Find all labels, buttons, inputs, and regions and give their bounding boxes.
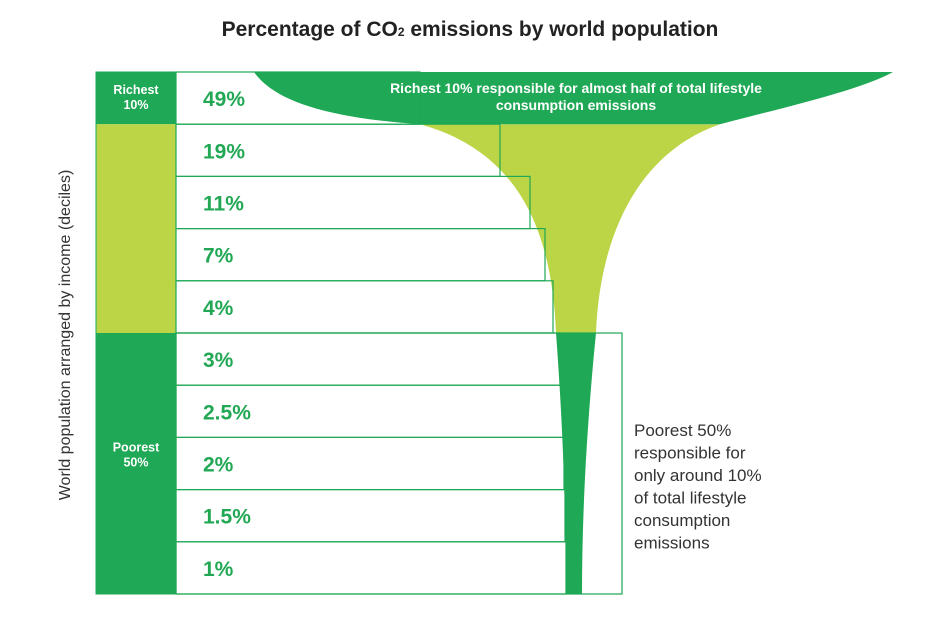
richest-group-label: Richest 10% xyxy=(113,83,159,112)
richest-group-block xyxy=(96,72,176,125)
decile-row-8 xyxy=(175,436,565,491)
value-label-10: 1% xyxy=(203,558,234,581)
chart-body: 49% 19% 11% 7% 4% 3% 2.5% 2% 1.5% 1% Richest 10% Poo… xyxy=(95,71,893,595)
poorest-annotation-box xyxy=(175,332,623,595)
value-label-7: 2.5% xyxy=(203,401,251,424)
value-label-9: 1.5% xyxy=(203,506,251,529)
decile-row-10 xyxy=(175,541,567,595)
title-prefix: Percentage of CO xyxy=(221,18,398,41)
value-label-4: 7% xyxy=(203,245,234,268)
poorest-group-block xyxy=(96,333,176,594)
richest-funnel-shape xyxy=(254,72,893,125)
poorest-funnel-shape xyxy=(556,333,596,594)
richest-annotation: Richest 10% responsible for almost half … xyxy=(390,80,762,113)
decile-row-6 xyxy=(175,332,561,386)
value-label-5: 4% xyxy=(203,297,234,320)
title-subscript: 2 xyxy=(397,25,405,39)
value-label-8: 2% xyxy=(203,454,234,477)
value-label-1: 49% xyxy=(203,88,245,111)
middle-group-block xyxy=(96,124,176,333)
poorest-group-label: Poorest 50% xyxy=(113,440,160,469)
y-axis-label: World population arranged by income (dec… xyxy=(57,170,74,501)
value-label-3: 11% xyxy=(203,193,244,216)
chart-title: Percentage of CO2 emissions by world pop… xyxy=(0,18,940,42)
title-suffix: emissions by world population xyxy=(404,18,719,41)
value-label-2: 19% xyxy=(203,140,245,163)
value-label-6: 3% xyxy=(203,349,234,372)
poorest-annotation: Poorest 50% responsible for only around 10… xyxy=(634,421,762,553)
middle-funnel-shape xyxy=(420,124,720,333)
left-frame xyxy=(95,71,177,595)
